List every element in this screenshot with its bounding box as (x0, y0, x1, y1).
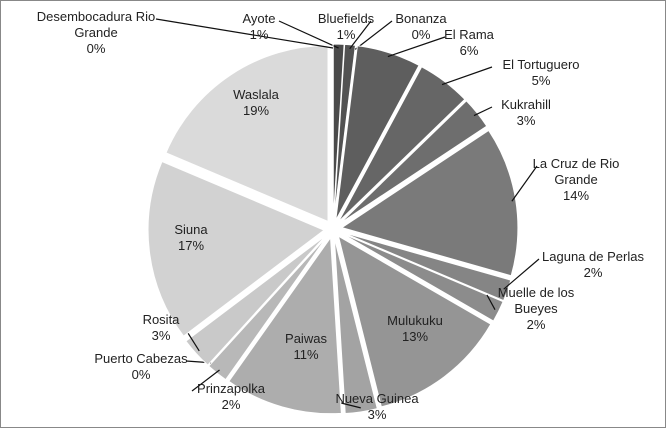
category-name: Waslala (233, 87, 279, 102)
slice-label: Rosita 3% (131, 312, 191, 344)
slice-label: El Tortuguero 5% (486, 57, 596, 89)
value-label: 3% (367, 407, 387, 422)
category-name: Siuna (174, 222, 208, 237)
pie-slice (340, 129, 519, 277)
pie-slice (339, 100, 488, 224)
category-name: Paiwas (285, 331, 327, 346)
leader-line (486, 294, 496, 310)
pie-slice (228, 236, 342, 415)
pie-slice (333, 237, 378, 415)
value-label: 1% (336, 27, 356, 42)
leader-line (278, 20, 339, 49)
value-label: 0% (86, 41, 106, 56)
value-label: 3% (516, 113, 536, 128)
value-label: 1% (249, 27, 269, 42)
leader-line (503, 258, 540, 290)
category-name: La Cruz de Rio Grande (532, 156, 620, 187)
value-label: 6% (459, 43, 479, 58)
leader-line (387, 36, 446, 58)
category-name: Muelle de los Bueyes (497, 285, 575, 316)
slice-label: El Rama 6% (439, 27, 499, 59)
slice-label: Mulukuku 13% (375, 313, 455, 345)
slice-label: La Cruz de Rio Grande 14% (531, 156, 621, 204)
leader-line (473, 106, 493, 117)
category-name: El Rama (444, 27, 494, 42)
pie-slice (165, 44, 329, 223)
slice-label: Kukrahill 3% (486, 97, 566, 129)
pie-slice (337, 66, 466, 223)
pie-slice (333, 45, 357, 221)
value-label: 11% (293, 347, 319, 362)
slice-label: Laguna de Perlas 2% (533, 249, 653, 281)
category-name: Rosita (142, 312, 180, 327)
slice-label: Prinzapolka 2% (186, 381, 276, 413)
slice-label: Bonanza 0% (386, 11, 456, 43)
pie-slice (185, 234, 327, 366)
leader-line (354, 20, 393, 50)
category-name: Ayote (242, 11, 276, 26)
pie-slice (147, 160, 326, 337)
category-name: El Tortuguero (502, 57, 580, 72)
value-label: 19% (242, 103, 270, 118)
leader-line (511, 165, 538, 202)
slice-label: Siuna 17% (161, 222, 221, 254)
category-name: Bonanza (395, 11, 447, 26)
value-label: 0% (411, 27, 431, 42)
leader-line (441, 66, 493, 86)
category-name: Laguna de Perlas (542, 249, 644, 264)
value-label: 3% (151, 328, 171, 343)
slice-label: Waslala 19% (226, 87, 286, 119)
slice-label: Muelle de los Bueyes 2% (481, 285, 591, 333)
value-label: 14% (562, 188, 590, 203)
slice-label: Bluefields 1% (311, 11, 381, 43)
value-label: 2% (583, 265, 603, 280)
value-label: 17% (177, 238, 205, 253)
leader-line (155, 18, 334, 49)
leader-line (349, 20, 372, 50)
value-label: 0% (131, 367, 151, 382)
category-name: Prinzapolka (197, 381, 265, 396)
category-name: Bluefields (317, 11, 375, 26)
pie-slice (340, 232, 504, 322)
value-label: 2% (526, 317, 546, 332)
slice-label: Ayote 1% (229, 11, 289, 43)
category-name: Mulukuku (387, 313, 443, 328)
value-label: 5% (531, 73, 551, 88)
slice-label: Puerto Cabezas 0% (86, 351, 196, 383)
pie-slice (341, 231, 512, 302)
pie-slice (337, 235, 492, 408)
slice-label: Desembocadura Rio Grande 0% (26, 9, 166, 57)
pie-slice (335, 45, 420, 221)
category-name: Nueva Guinea (335, 391, 419, 406)
category-name: Puerto Cabezas (94, 351, 188, 366)
category-name: Desembocadura Rio Grande (36, 9, 156, 40)
slice-label: Paiwas 11% (276, 331, 336, 363)
value-label: 13% (401, 329, 429, 344)
value-label: 2% (221, 397, 241, 412)
category-name: Kukrahill (501, 97, 551, 112)
slice-label: Nueva Guinea 3% (327, 391, 427, 423)
leader-line (191, 369, 220, 392)
pie-slice (208, 235, 328, 381)
